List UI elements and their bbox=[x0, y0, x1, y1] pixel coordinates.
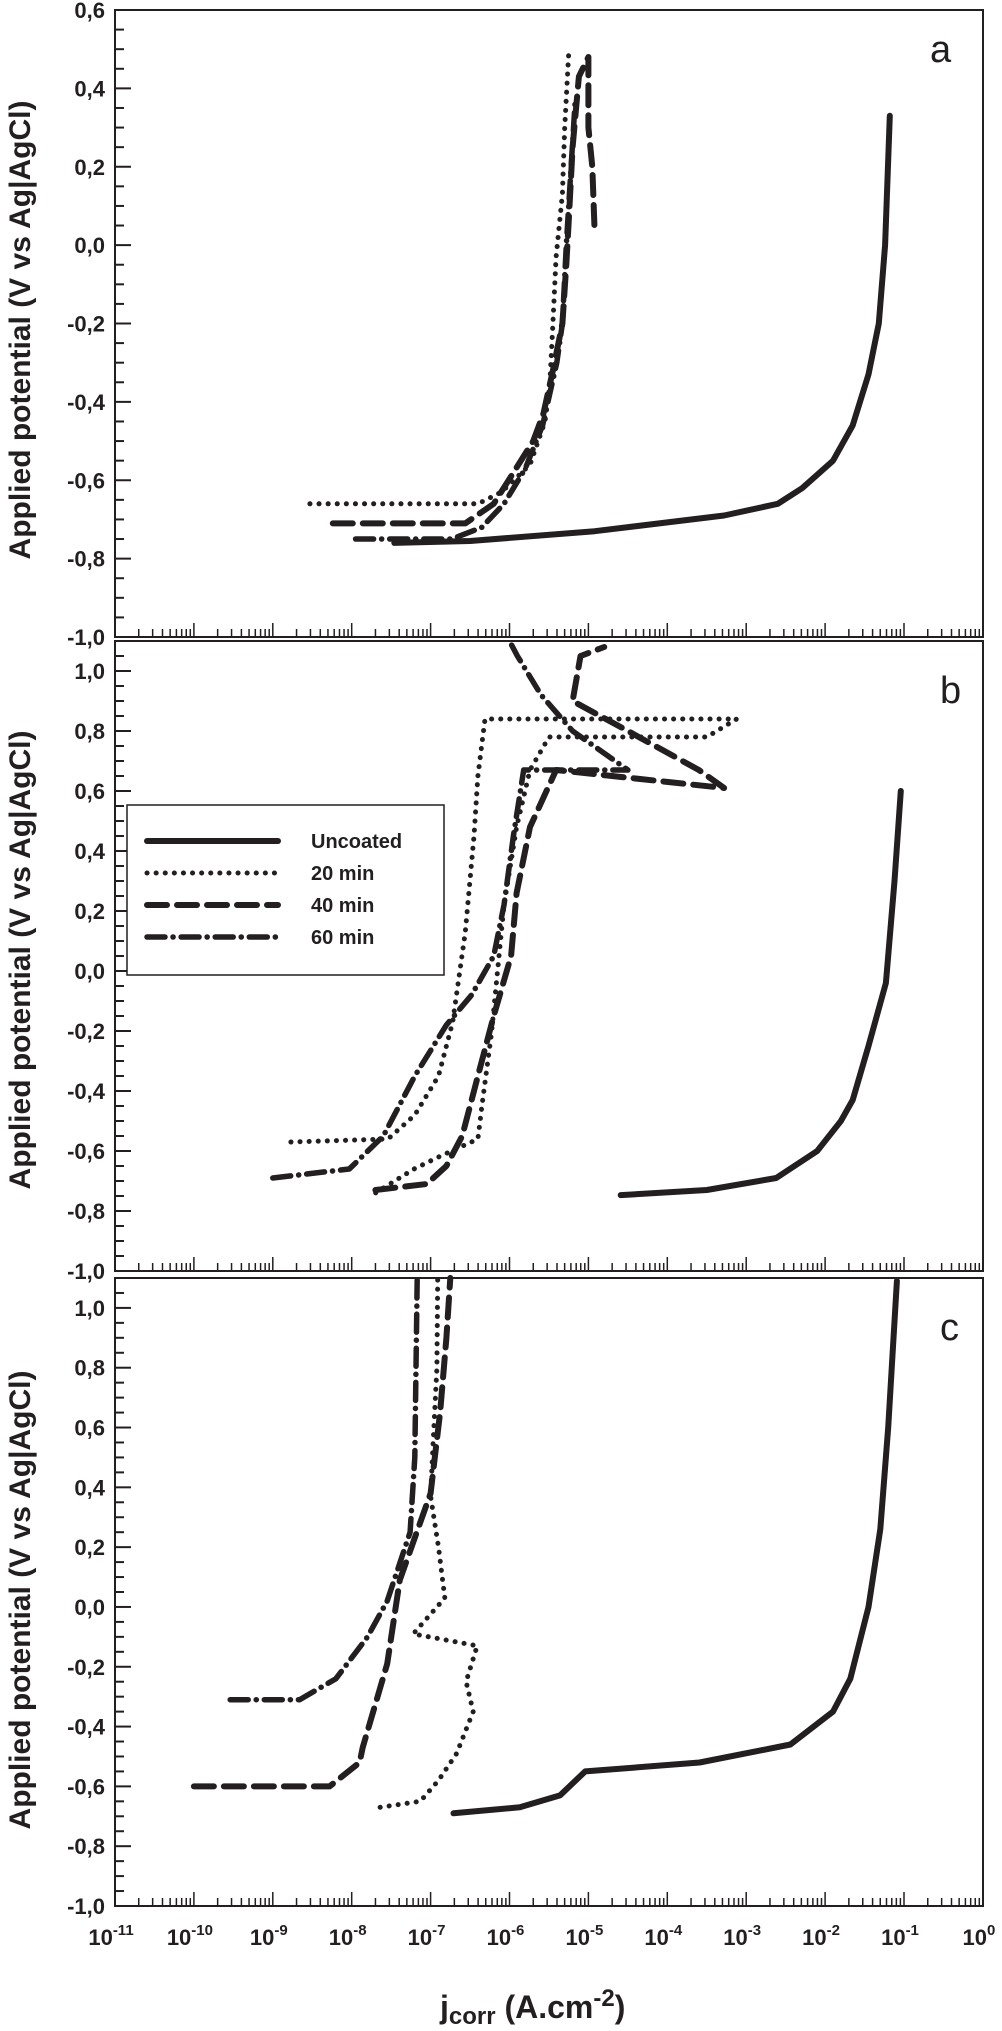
y-tick-label: -0,4 bbox=[67, 1715, 106, 1740]
legend-label: 20 min bbox=[311, 863, 374, 885]
series-uncoated bbox=[391, 112, 893, 546]
panels-group: 0,6 0,4 0,2 0,0 -0,2 -0,4 -0,6 -0,8 -1,0 a 1,0 0,8 0… bbox=[67, 0, 995, 1950]
x-tick-label: 10-8 bbox=[329, 1922, 367, 1950]
legend-label: 60 min bbox=[311, 927, 374, 949]
y-tick-label: -1,0 bbox=[67, 625, 105, 650]
y-tick-label: -0,2 bbox=[67, 1655, 105, 1680]
y-tick-label: -0,6 bbox=[67, 468, 105, 493]
y-tick-label: 0,2 bbox=[74, 899, 105, 924]
x-axis-title: jcorr (A.cm-2) bbox=[439, 1985, 625, 2030]
y-tick-label: -0,8 bbox=[67, 1199, 105, 1224]
x-tick-label: 10-9 bbox=[250, 1922, 288, 1950]
series-40-min bbox=[190, 1275, 454, 1790]
x-tick-label: 10-10 bbox=[167, 1922, 213, 1950]
plot-frame bbox=[114, 9, 984, 638]
panel-label-c: c bbox=[940, 1307, 959, 1349]
series-60-min bbox=[270, 638, 631, 1181]
y-tick-label: -0,2 bbox=[67, 1019, 105, 1044]
y-tick-label: -0,8 bbox=[67, 1834, 105, 1859]
x-tick-label: 100 bbox=[962, 1922, 995, 1950]
y-tick-label: 0,6 bbox=[74, 779, 105, 804]
series-60-min bbox=[227, 1275, 420, 1703]
x-tick-label: 10-11 bbox=[88, 1922, 133, 1950]
x-tick-labels: 10-11 10-10 10-9 10-8 10-7 10-6 10-5 10-4 10-3 10… bbox=[88, 1922, 995, 1950]
series-uncoated bbox=[617, 788, 904, 1199]
y-tick-label: -0,4 bbox=[67, 1079, 106, 1104]
series-20-min bbox=[307, 50, 572, 507]
y-axis-title-c: Applied potential (V vs Ag|AgCl) bbox=[4, 1371, 37, 1830]
y-tick-label: 0,4 bbox=[74, 76, 105, 101]
y-tick-label: -0,6 bbox=[67, 1139, 105, 1164]
y-tick-label: 0,0 bbox=[74, 959, 105, 984]
x-tick-label: 10-7 bbox=[408, 1922, 446, 1950]
y-tick-label: 1,0 bbox=[74, 659, 105, 684]
y-tick-label: 0,6 bbox=[74, 0, 105, 23]
legend: Uncoated 20 min 40 min 60 min bbox=[126, 804, 445, 976]
panel-label-a: a bbox=[930, 29, 952, 71]
x-tick-label: 10-6 bbox=[487, 1922, 525, 1950]
series-20-min bbox=[288, 716, 740, 1196]
x-tick-label: 10-1 bbox=[881, 1922, 919, 1950]
series-uncoated bbox=[450, 1278, 900, 1817]
y-tick-label: 0,4 bbox=[74, 1475, 105, 1500]
plot-frame bbox=[114, 1277, 984, 1907]
panel-b: 1,0 0,8 0,6 0,4 0,2 0,0 -0,2 -0,4 -0,6 -0,8 -1,0 b bbox=[67, 638, 984, 1284]
y-tick-label: 0,4 bbox=[74, 839, 105, 864]
x-tick-label: 10-5 bbox=[565, 1922, 603, 1950]
series-20-min bbox=[377, 1275, 480, 1810]
y-axis-title-b: Applied potential (V vs Ag|AgCl) bbox=[4, 731, 37, 1190]
series-40-min bbox=[372, 644, 728, 1193]
panel-a: 0,6 0,4 0,2 0,0 -0,2 -0,4 -0,6 -0,8 -1,0 a bbox=[67, 0, 984, 650]
y-tick-label: 0,0 bbox=[74, 1595, 105, 1620]
y-tick-label: 0,8 bbox=[74, 719, 105, 744]
y-axis-title-a: Applied potential (V vs Ag|AgCl) bbox=[4, 101, 37, 560]
panel-c: 1,0 0,8 0,6 0,4 0,2 0,0 -0,2 -0,4 -0,6 -0,8 -1,0 c bbox=[67, 1275, 984, 1919]
y-tick-label: -1,0 bbox=[67, 1259, 105, 1284]
y-tick-label: 0,0 bbox=[74, 233, 105, 258]
y-tick-label: -0,4 bbox=[67, 390, 106, 415]
y-tick-label: 0,2 bbox=[74, 155, 105, 180]
y-tick-label: 0,6 bbox=[74, 1416, 105, 1441]
y-tick-label: -0,6 bbox=[67, 1774, 105, 1799]
legend-box bbox=[126, 804, 445, 976]
y-tick-label: -0,8 bbox=[67, 547, 105, 572]
y-tick-label: -0,2 bbox=[67, 312, 105, 337]
legend-label: 40 min bbox=[311, 895, 374, 917]
y-tick-label: 0,8 bbox=[74, 1356, 105, 1381]
x-tick-label: 10-3 bbox=[723, 1922, 761, 1950]
series-60-min bbox=[352, 101, 578, 542]
y-tick-label: 1,0 bbox=[74, 1296, 105, 1321]
x-tick-label: 10-4 bbox=[644, 1922, 682, 1950]
y-tick-label: -1,0 bbox=[67, 1894, 105, 1919]
x-tick-label: 10-2 bbox=[802, 1922, 840, 1950]
legend-label: Uncoated bbox=[311, 831, 402, 853]
y-tick-label: 0,2 bbox=[74, 1535, 105, 1560]
panel-label-b: b bbox=[940, 670, 961, 712]
